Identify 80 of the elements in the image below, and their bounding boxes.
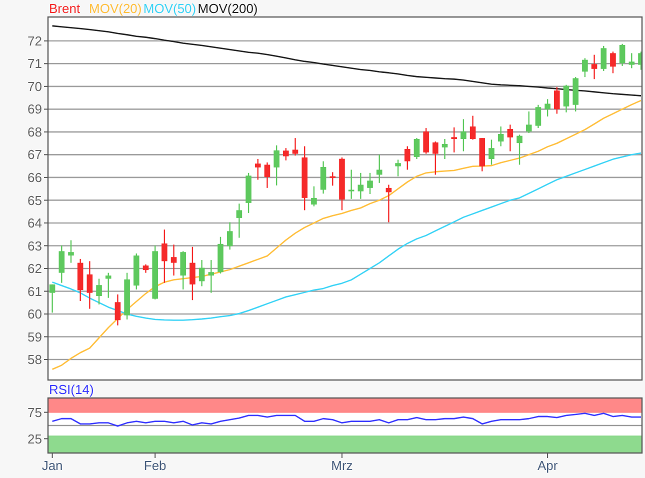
candlestick (451, 126, 458, 154)
y-tick-label: 60 (28, 306, 42, 322)
candlestick (535, 104, 542, 129)
candlestick (105, 272, 112, 298)
candlestick (162, 228, 168, 284)
candlestick (320, 160, 326, 194)
candlestick (311, 186, 317, 207)
candlestick (236, 203, 242, 238)
candlestick (554, 86, 560, 114)
candlestick (254, 158, 261, 180)
y-tick-label: 65 (28, 192, 42, 208)
y-tick-label: 25 (28, 431, 42, 446)
candlestick (358, 172, 364, 200)
candlestick (395, 159, 401, 177)
candlestick (274, 144, 280, 186)
line-series (52, 412, 642, 427)
text: Brent (49, 1, 80, 16)
candlestick (376, 154, 382, 184)
y-tick-label: 63 (28, 238, 42, 254)
y-tick-label: 62 (28, 261, 42, 276)
candlestick (591, 54, 598, 80)
candlestick (198, 259, 205, 287)
y-tick-label: 69 (28, 102, 42, 117)
candlestick (190, 246, 196, 301)
candlestick (488, 139, 494, 166)
x-tick-label: Mrz (331, 458, 353, 473)
y-tick-label: 68 (28, 124, 42, 140)
y-tick-label: 64 (28, 216, 42, 231)
candlestick (498, 126, 504, 147)
candlestick (330, 172, 336, 186)
candlestick (600, 45, 607, 72)
y-tick-label: 59 (28, 329, 42, 344)
y-tick-label: 58 (28, 352, 42, 368)
candlestick (610, 50, 616, 74)
candlestick (563, 84, 570, 113)
candlestick (114, 294, 121, 326)
candlestick (68, 240, 74, 264)
y-tick-label: 71 (28, 56, 42, 72)
x-tick-label: Apr (537, 458, 558, 473)
series-label: RSI(14) (49, 382, 94, 397)
candlestick (582, 58, 588, 78)
line-series (52, 100, 642, 370)
candlestick (49, 284, 56, 314)
candlestick (526, 110, 532, 134)
candlestick (442, 138, 448, 160)
candlestick (264, 162, 270, 189)
line-series (52, 152, 642, 321)
candlestick (180, 250, 186, 290)
candlestick (619, 43, 626, 67)
y-tick-label: 75 (28, 404, 42, 420)
candlestick (208, 259, 214, 294)
candlestick (86, 260, 93, 310)
candlestick (226, 222, 233, 250)
candlestick (292, 137, 298, 156)
candlestick (348, 169, 354, 200)
candlestick (404, 146, 410, 170)
candlestick (414, 137, 420, 160)
candlestick (170, 244, 177, 276)
candlestick (470, 115, 476, 140)
candlestick (460, 118, 466, 152)
candlestick (628, 52, 635, 69)
text: MOV(200) (198, 1, 258, 16)
y-tick-label: 70 (28, 78, 42, 94)
x-tick-label: Jan (42, 458, 63, 473)
candlestick (58, 244, 65, 284)
candlestick (96, 278, 102, 306)
candlestick (283, 147, 289, 161)
x-tick-label: Feb (144, 458, 166, 473)
text: MOV(50) (143, 1, 196, 16)
y-tick-label: 72 (28, 33, 42, 48)
y-tick-label: 61 (28, 284, 42, 299)
y-tick-label: 66 (28, 170, 42, 185)
candlestick (544, 98, 550, 118)
candlestick (432, 140, 438, 176)
candlestick (367, 172, 373, 195)
candlestick (516, 134, 522, 166)
candlestick (507, 124, 514, 152)
text: MOV(20) (89, 1, 142, 16)
candlestick (423, 127, 429, 154)
y-tick-label: 67 (28, 147, 42, 162)
